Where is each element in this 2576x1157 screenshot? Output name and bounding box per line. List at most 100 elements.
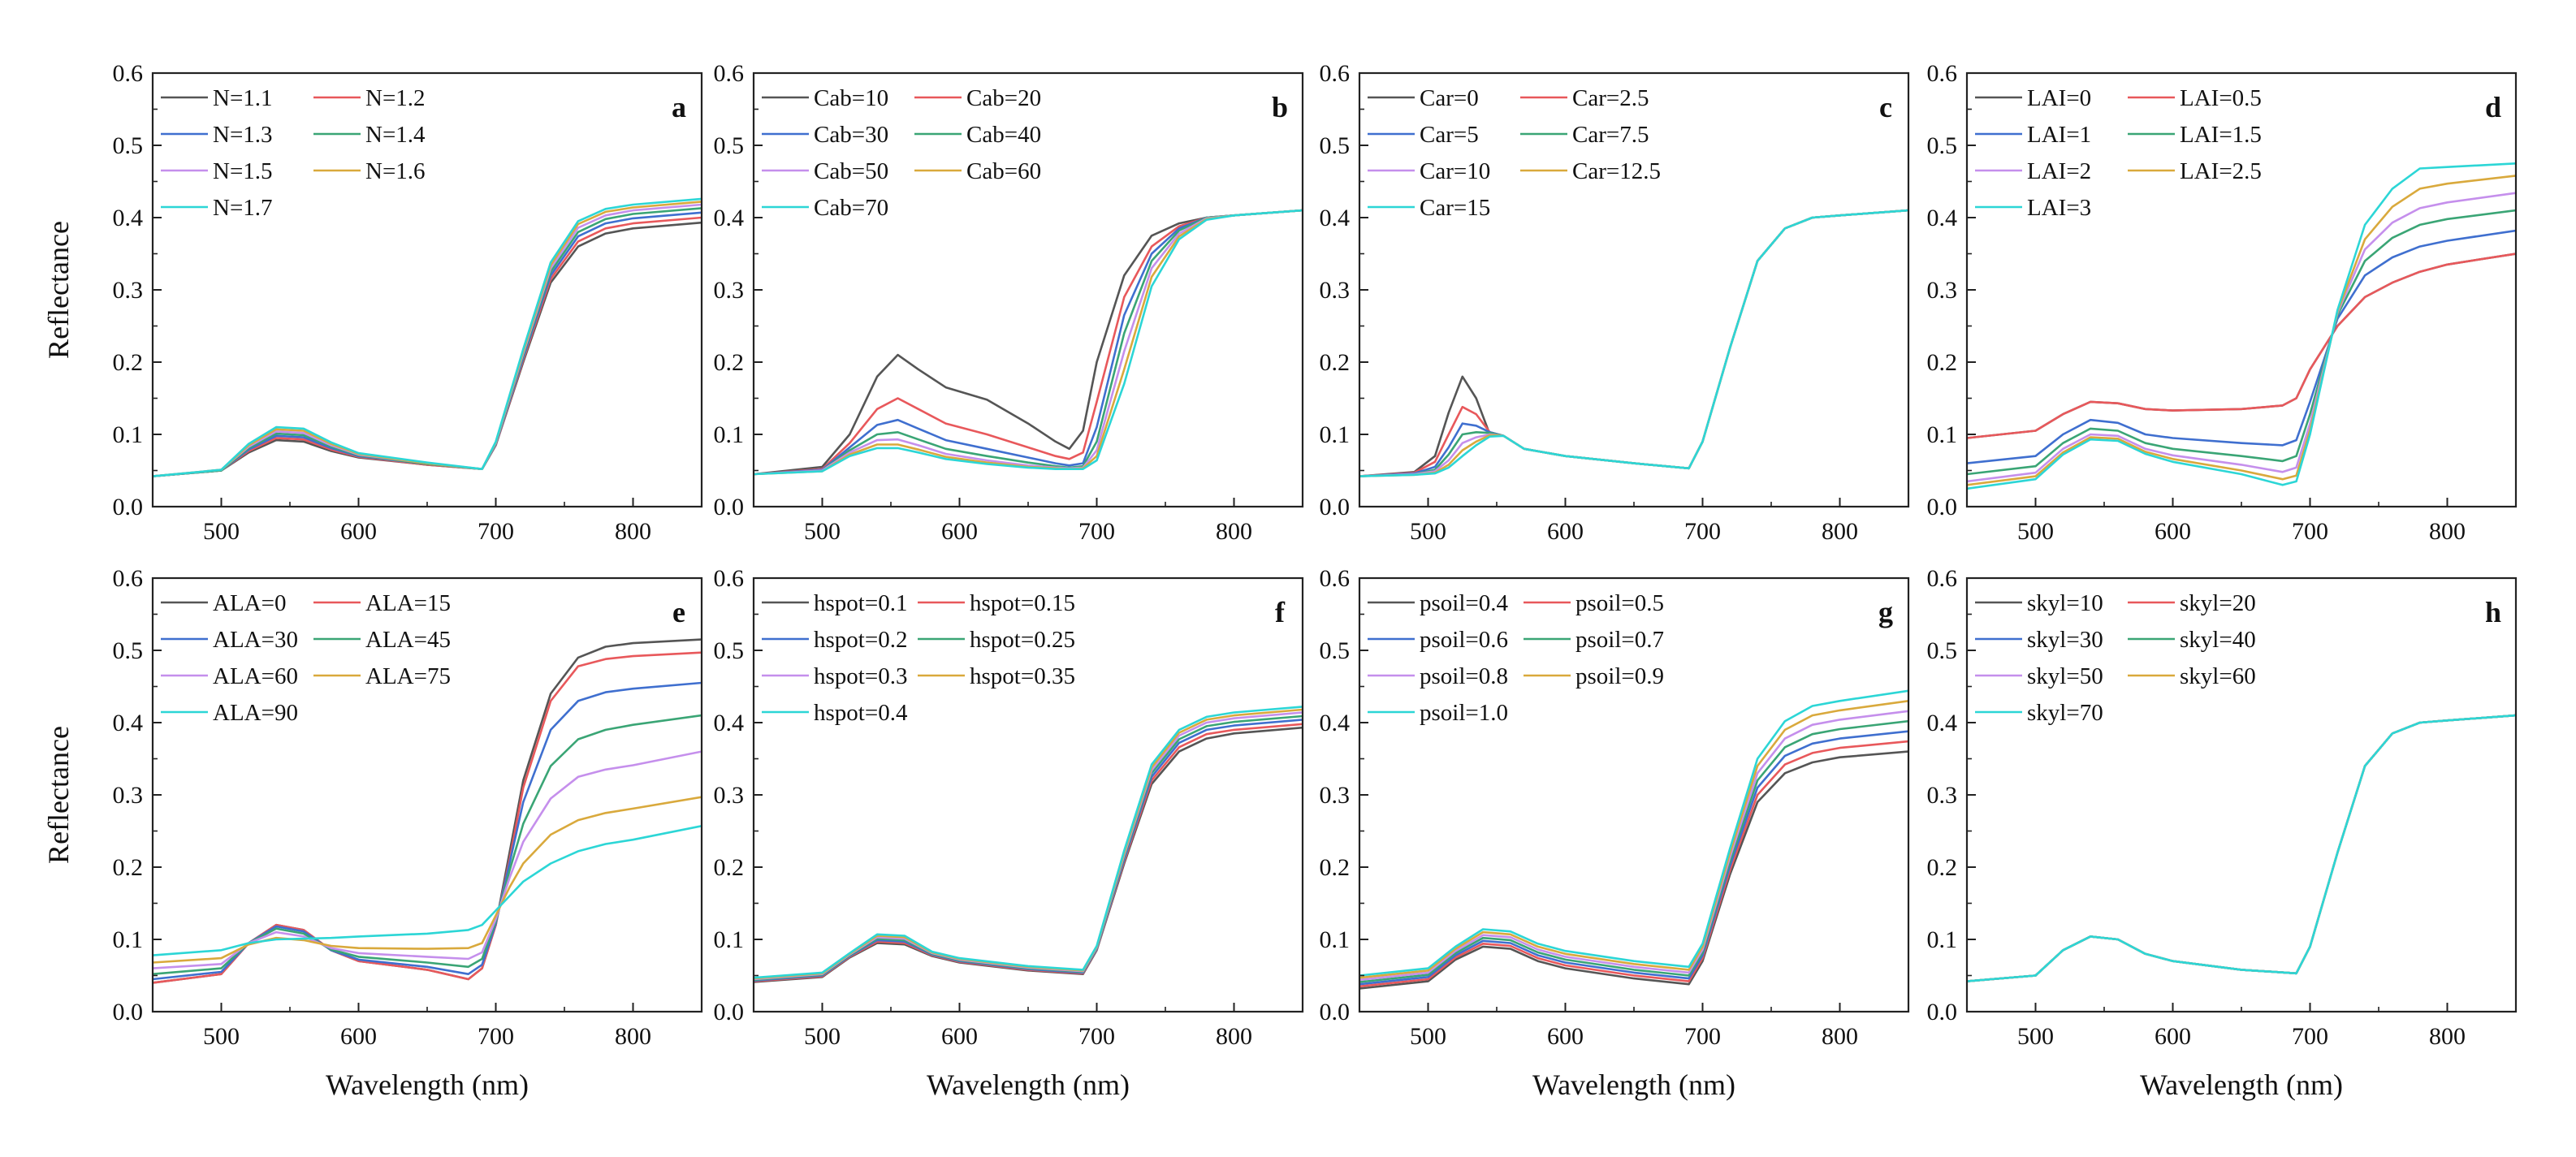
y-tick-label: 0.0 [714, 494, 745, 520]
y-tick-label: 0.6 [1927, 565, 1958, 592]
panel-letter: d [2485, 91, 2501, 123]
legend-label: ALA=75 [365, 663, 451, 689]
series-line-LAI=1.5 [1967, 209, 2516, 476]
x-axis-title: Wavelength (nm) [927, 1068, 1130, 1101]
y-tick-label: 0.6 [1320, 565, 1351, 592]
x-tick-label: 600 [941, 1023, 978, 1050]
series-line-LAI=0.5 [1967, 253, 2516, 439]
series-group [1359, 209, 1908, 477]
y-tick-label: 0.5 [1320, 132, 1351, 159]
panel-letter: h [2485, 596, 2501, 628]
x-tick-label: 700 [1684, 1023, 1721, 1050]
series-line-LAI=3 [1967, 162, 2516, 490]
y-tick-label: 0.1 [1320, 926, 1351, 953]
y-tick-label: 0.2 [1927, 349, 1958, 376]
y-tick-label: 0.2 [1927, 854, 1958, 881]
series-line-skyl=60 [1967, 714, 2516, 982]
legend-label: skyl=50 [2027, 663, 2103, 689]
panel-letter: b [1272, 91, 1288, 123]
legend-label: LAI=2 [2027, 158, 2091, 184]
panel-b: 0.0 0.1 0.2 0.3 0.4 0.5 0.6 500 600 700 800 b Cab=10… [714, 60, 1304, 545]
y-tick-label: 0.6 [1927, 60, 1958, 87]
y-tick-label: 0.0 [1927, 494, 1958, 520]
x-tick-label: 700 [1078, 518, 1115, 545]
y-tick-label: 0.1 [1927, 926, 1958, 953]
legend-label: ALA=45 [365, 627, 451, 653]
legend-label: hspot=0.35 [970, 663, 1075, 689]
y-tick-label: 0.5 [1927, 132, 1958, 159]
legend-label: LAI=1 [2027, 122, 2091, 148]
series-line-hspot=0.15 [754, 723, 1303, 982]
x-tick-label: 800 [2429, 518, 2466, 545]
x-axis-title: Wavelength (nm) [326, 1068, 529, 1101]
legend-label: LAI=2.5 [2180, 158, 2262, 184]
series-line-psoil=0.8 [1359, 710, 1908, 982]
series-line-skyl=20 [1967, 714, 2516, 982]
x-tick-label: 500 [1410, 518, 1446, 545]
legend-label: psoil=0.4 [1420, 590, 1509, 616]
series-line-Car=15 [1359, 209, 1908, 477]
legend-label: N=1.6 [365, 158, 426, 184]
legend: hspot=0.1 hspot=0.15 hspot=0.2 hspot=0.25 hs… [762, 590, 1075, 726]
legend-label: skyl=60 [2180, 663, 2256, 689]
panel-letter: c [1879, 91, 1892, 123]
x-tick-label: 500 [804, 518, 841, 545]
x-tick-label: 800 [1822, 518, 1858, 545]
y-tick-label: 0.3 [1927, 782, 1958, 809]
x-axis-title: Wavelength (nm) [2140, 1068, 2343, 1101]
legend-label: N=1.4 [365, 122, 426, 148]
x-tick-label: 500 [1410, 1023, 1446, 1050]
legend-label: ALA=30 [213, 627, 298, 653]
x-tick-label: 600 [941, 518, 978, 545]
series-line-hspot=0.25 [754, 714, 1303, 982]
x-tick-label: 800 [615, 1023, 651, 1050]
series-group [1967, 714, 2516, 982]
series-line-N=1.1 [153, 221, 702, 477]
series-line-Cab=50 [754, 209, 1303, 476]
y-tick-label: 0.0 [714, 999, 745, 1025]
series-line-hspot=0.4 [754, 706, 1303, 979]
x-tick-label: 600 [1547, 518, 1584, 545]
series-line-psoil=0.9 [1359, 700, 1908, 979]
legend: Cab=10 Cab=20 Cab=30 Cab=40 Cab=50 Cab=60 Cab=… [762, 85, 1041, 221]
legend-label: LAI=3 [2027, 195, 2091, 221]
y-tick-label: 0.0 [113, 494, 144, 520]
series-line-N=1.3 [153, 211, 702, 477]
series-line-hspot=0.1 [754, 726, 1303, 983]
x-tick-label: 500 [203, 1023, 240, 1050]
series-line-Cab=10 [754, 209, 1303, 476]
x-tick-label: 700 [478, 518, 514, 545]
x-tick-label: 700 [1078, 1023, 1115, 1050]
x-tick-label: 800 [615, 518, 651, 545]
series-line-Car=0 [1359, 209, 1908, 477]
legend-label: psoil=0.7 [1575, 627, 1664, 653]
series-line-ALA=90 [153, 825, 702, 956]
y-tick-label: 0.0 [1320, 494, 1351, 520]
series-line-skyl=50 [1967, 714, 2516, 982]
series-group [754, 706, 1303, 983]
x-tick-label: 600 [2155, 1023, 2191, 1050]
series-line-N=1.6 [153, 201, 702, 477]
x-tick-label: 500 [2017, 518, 2054, 545]
legend-label: N=1.1 [213, 85, 273, 111]
y-tick-label: 0.4 [1927, 710, 1958, 736]
x-tick-label: 700 [478, 1023, 514, 1050]
y-tick-label: 0.6 [113, 565, 144, 592]
legend-label: skyl=30 [2027, 627, 2103, 653]
series-line-ALA=60 [153, 750, 702, 969]
legend: skyl=10 skyl=20 skyl=30 skyl=40 skyl=50 skyl=… [1975, 590, 2256, 726]
series-line-psoil=0.7 [1359, 719, 1908, 983]
panel-letter: f [1275, 596, 1286, 628]
x-tick-label: 800 [1216, 1023, 1252, 1050]
y-tick-label: 0.5 [1320, 637, 1351, 664]
legend: psoil=0.4 psoil=0.5 psoil=0.6 psoil=0.7 psoi… [1368, 590, 1664, 726]
y-tick-label: 0.2 [714, 854, 745, 881]
legend-label: skyl=20 [2180, 590, 2256, 616]
legend: Car=0 Car=2.5 Car=5 Car=7.5 Car=10 Car=12.5 Ca… [1368, 85, 1661, 221]
y-tick-label: 0.1 [714, 926, 745, 953]
legend-label: ALA=60 [213, 663, 298, 689]
y-tick-label: 0.2 [714, 349, 745, 376]
series-line-LAI=1 [1967, 229, 2516, 464]
